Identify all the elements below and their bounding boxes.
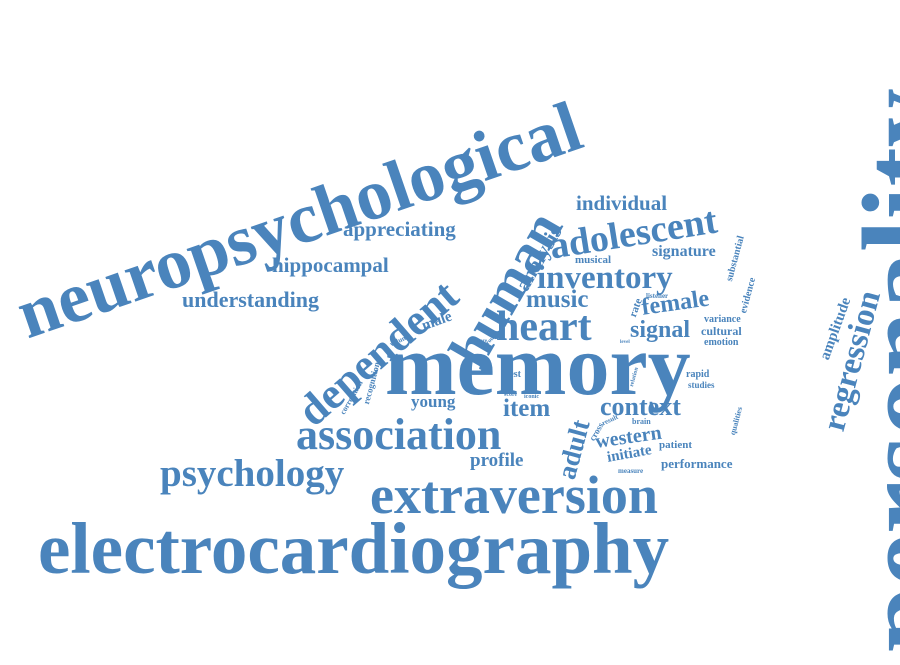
word-appreciating: appreciating — [343, 217, 456, 241]
word-performance: performance — [661, 456, 733, 471]
word-understanding: understanding — [182, 287, 319, 312]
word-substantial: substantial — [724, 234, 747, 283]
word-young: young — [411, 392, 456, 411]
word-more: more — [476, 339, 488, 344]
word-evidence: evidence — [738, 276, 759, 315]
word-brain: brain — [632, 417, 651, 426]
word-listener: listener — [646, 292, 669, 300]
word-test: test — [506, 369, 521, 380]
word-level: level — [620, 340, 630, 345]
word-psychology: psychology — [160, 452, 345, 495]
word-signature: signature — [652, 243, 716, 260]
word-item: item — [503, 395, 551, 422]
word-signal: signal — [630, 317, 691, 343]
word-emotion: emotion — [704, 337, 739, 348]
word-music: music — [526, 286, 589, 313]
word-association: association — [296, 410, 502, 459]
word-context: context — [600, 392, 681, 421]
word-variance: variance — [704, 314, 741, 325]
word-electrocardiography: electrocardiography — [38, 508, 670, 589]
word-inventory: inventory — [537, 260, 673, 296]
word-heart: heart — [496, 304, 592, 350]
word-iconic: iconic — [524, 394, 539, 400]
word-individual: individual — [576, 191, 668, 215]
word-profile: profile — [470, 450, 524, 471]
word-qualities: qualities — [728, 405, 745, 437]
word-cultural: cultural — [701, 324, 742, 338]
word-score: score — [504, 392, 518, 398]
word-rapid: rapid — [686, 369, 710, 380]
word-patient: patient — [659, 439, 692, 451]
word-measure: measure — [618, 467, 644, 475]
word-hippocampal: hippocampal — [272, 253, 389, 277]
word-studies: studies — [688, 380, 715, 390]
word-extraversion: extraversion — [370, 465, 658, 525]
word-musical: musical — [575, 254, 612, 266]
word-memory: memory — [385, 317, 691, 413]
